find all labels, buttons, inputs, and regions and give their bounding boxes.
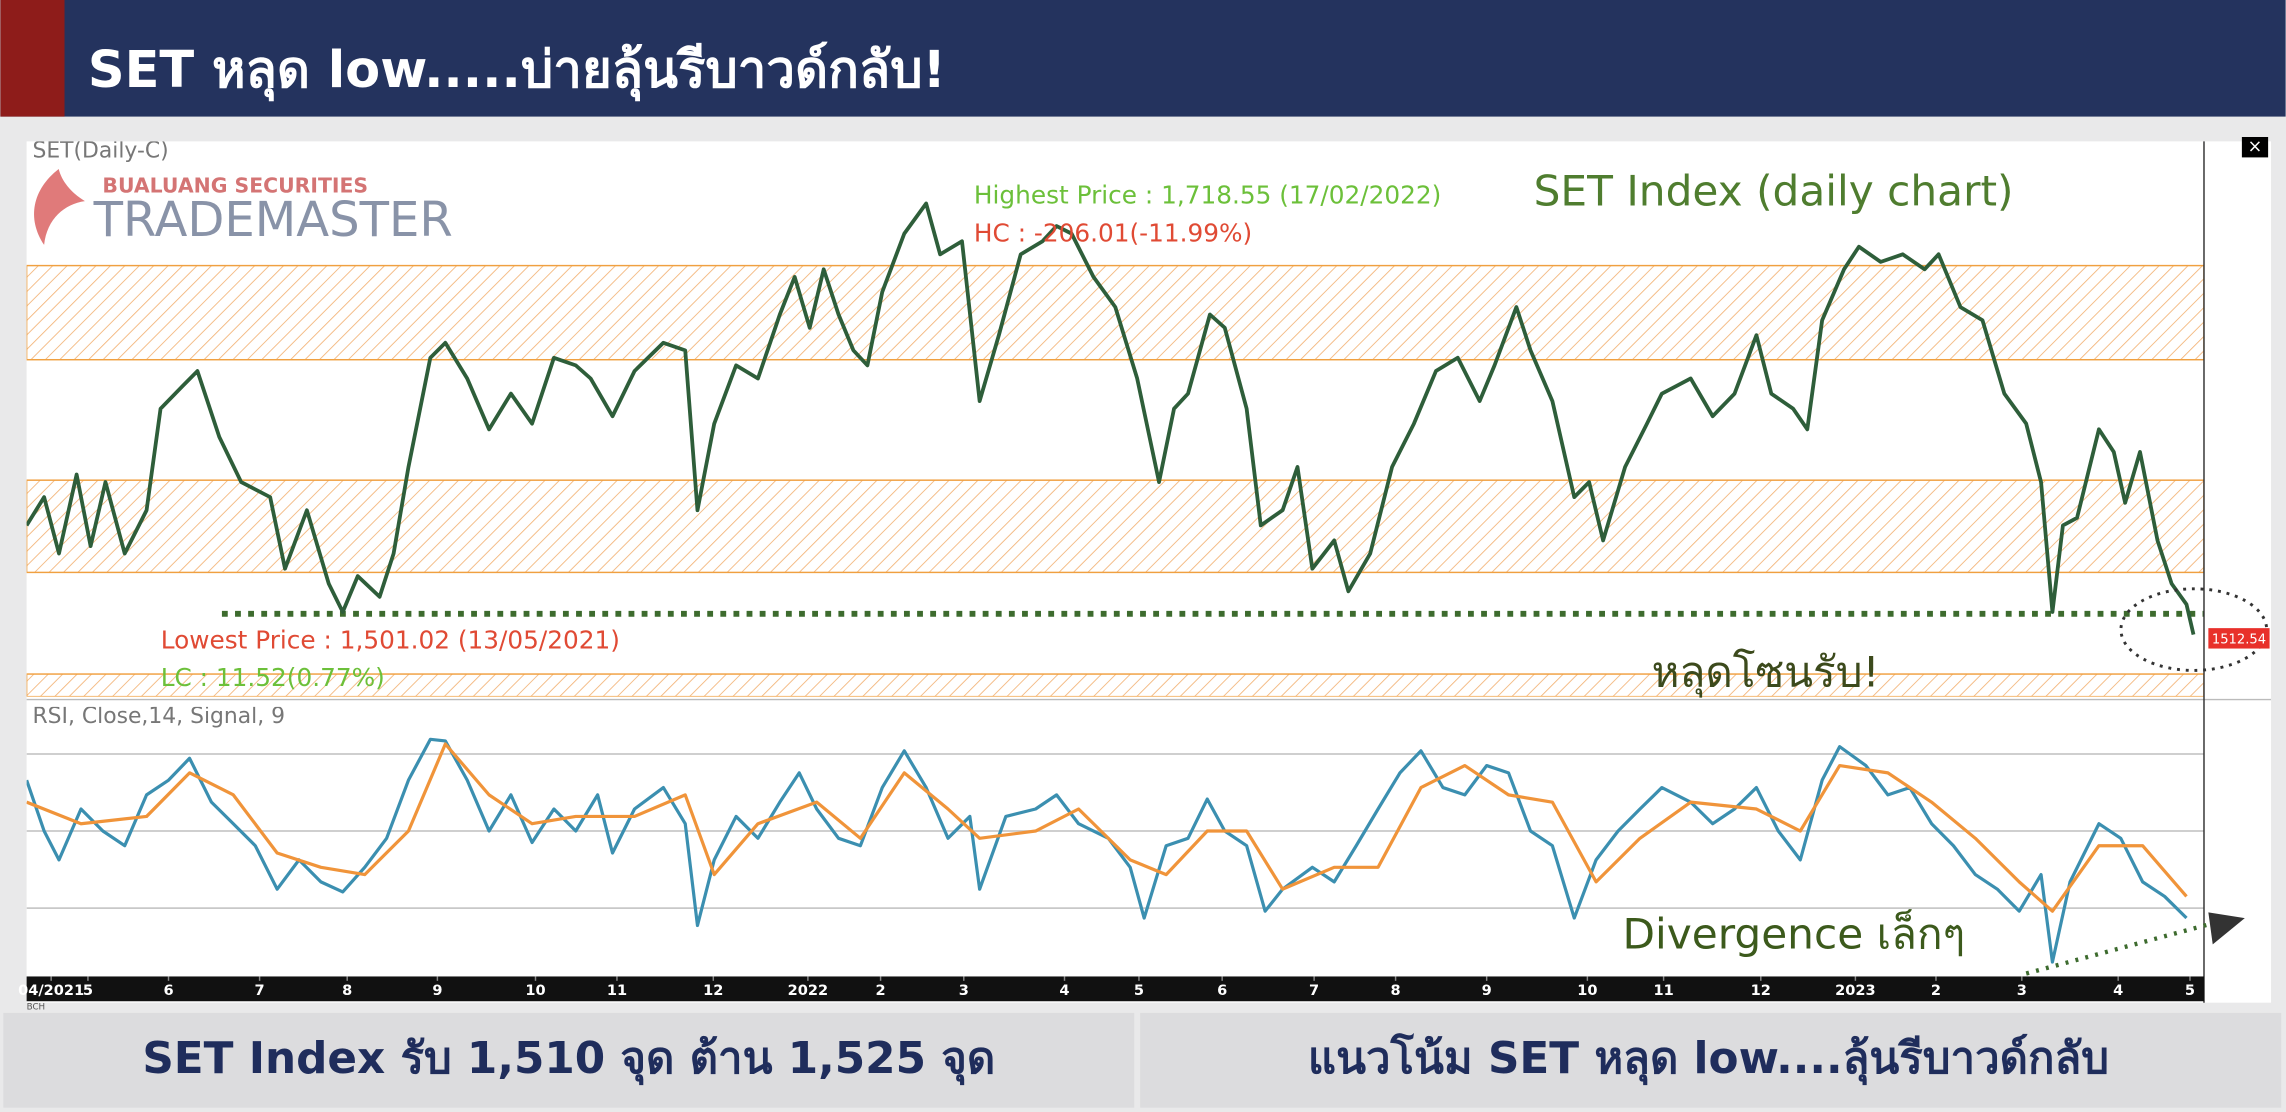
zone xyxy=(26,673,2204,697)
series-line xyxy=(26,201,2196,635)
annotation-low: Lowest Price : 1,501.02 (13/05/2021) xyxy=(161,625,620,654)
x-tick-label: 2023 xyxy=(1835,982,1876,999)
x-tick-label: 6 xyxy=(163,982,173,999)
annotation-high: Highest Price : 1,718.55 (17/02/2022) xyxy=(974,181,1441,210)
x-tick-label: 5 xyxy=(1134,982,1144,999)
x-tick-label: 8 xyxy=(342,982,352,999)
x-tick-label: 9 xyxy=(1482,982,1492,999)
x-tick-label: 12 xyxy=(1751,982,1771,999)
callout: หลุดโซนรับ! xyxy=(1652,647,1880,698)
x-tick-label: 2 xyxy=(876,982,886,999)
x-tick-label: 7 xyxy=(1309,982,1319,999)
divergence-arrow xyxy=(2025,920,2217,976)
header-accent xyxy=(0,0,65,117)
rsi-plot xyxy=(26,737,2204,964)
x-tick-label: 4 xyxy=(1059,982,1069,999)
x-tick-label: 6 xyxy=(1217,982,1227,999)
x-tick-label: 12 xyxy=(703,982,723,999)
last-price: 1512.54 xyxy=(2212,632,2266,647)
zone xyxy=(26,479,2204,574)
x-tick-label: 10 xyxy=(525,982,545,999)
annotation-lc: LC : 11.52(0.77%) xyxy=(161,663,385,692)
source-tag: BCH xyxy=(27,1003,46,1013)
footer-left: SET Index รับ 1,510 จุด ต้าน 1,525 จุด xyxy=(142,1033,995,1086)
logo-company: BUALUANG SECURITIES xyxy=(102,174,368,198)
logo-product: TRADEMASTER xyxy=(93,192,453,248)
x-tick-label: 5 xyxy=(83,982,93,999)
logo: BUALUANG SECURITIES TRADEMASTER xyxy=(34,169,453,248)
series-line xyxy=(26,737,2188,964)
price-plot xyxy=(26,201,2204,697)
x-tick-label: 8 xyxy=(1391,982,1401,999)
x-tick-label: 3 xyxy=(959,982,969,999)
header-title: SET หลุด low.....บ่ายลุ้นรีบาวด์กลับ! xyxy=(88,41,946,102)
x-tick-label: 2 xyxy=(1931,982,1941,999)
logo-icon xyxy=(34,169,85,245)
footer-box xyxy=(3,1012,1135,1108)
pane-label: SET(Daily-C) xyxy=(32,139,168,164)
series-line xyxy=(26,742,2188,913)
arrow-head xyxy=(2208,912,2245,945)
callout: Divergence เล็กๆ xyxy=(1622,910,1965,959)
footer-right: แนวโน้ม SET หลุด low....ลุ้นรีบาวด์กลับ xyxy=(1308,1032,2109,1086)
x-tick-label: 10 xyxy=(1577,982,1597,999)
x-axis-bar xyxy=(26,976,2204,1002)
pane-label: RSI, Close,14, Signal, 9 xyxy=(32,704,285,729)
x-tick-label: 7 xyxy=(255,982,265,999)
x-tick-label: 5 xyxy=(2185,982,2195,999)
close-icon: × xyxy=(2248,137,2263,157)
header-bar xyxy=(0,0,2286,117)
x-tick-label: 3 xyxy=(2017,982,2027,999)
chart-title: SET Index (daily chart) xyxy=(1534,166,2014,215)
x-tick-label: 2022 xyxy=(788,982,829,999)
x-tick-label: 4 xyxy=(2113,982,2123,999)
x-tick-label: 04/2021 xyxy=(18,982,84,999)
last-price-box xyxy=(2208,628,2270,649)
x-tick-label: 9 xyxy=(432,982,442,999)
close-button[interactable] xyxy=(2241,136,2269,158)
x-tick-label: 11 xyxy=(607,982,627,999)
annotation-hc: HC : -206.01(-11.99%) xyxy=(974,219,1252,248)
footer-box xyxy=(1140,1012,2282,1108)
x-tick-label: 11 xyxy=(1653,982,1673,999)
